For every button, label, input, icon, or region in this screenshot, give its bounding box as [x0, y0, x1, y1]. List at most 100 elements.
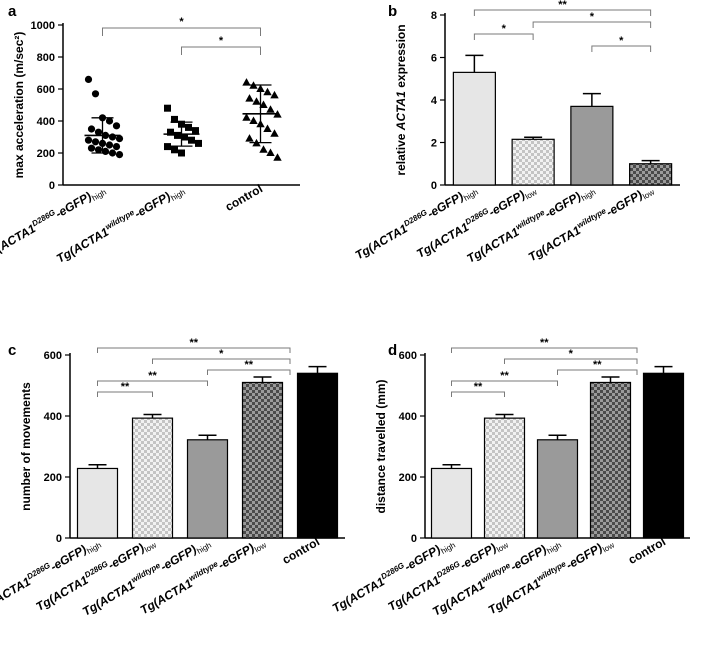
significance-label: *: [569, 348, 574, 360]
x-tick-label: control: [223, 181, 265, 213]
data-point: [91, 138, 100, 146]
data-point: [252, 97, 261, 105]
y-tick-label: 200: [44, 472, 62, 484]
significance-bracket: [152, 358, 291, 364]
significance-bracket: [451, 391, 505, 397]
data-point: [84, 75, 93, 83]
data-point: [105, 117, 114, 125]
significance-bracket: [207, 369, 291, 375]
significance-label: *: [219, 35, 224, 47]
panel-a: a 0 200 400 600 800 1000 max acceleration (m/se…: [0, 3, 300, 268]
data-point: [263, 87, 272, 96]
bar: [186, 439, 229, 539]
significance-label: *: [619, 35, 624, 47]
significance-label: *: [179, 16, 184, 28]
data-point: [164, 104, 171, 112]
y-tick-label: 600: [37, 84, 55, 96]
data-point: [266, 148, 275, 156]
significance-bracket: [591, 45, 652, 52]
y-tick-label: 800: [37, 52, 55, 64]
data-point: [273, 153, 282, 161]
significance-label: *: [590, 11, 595, 23]
significance-bracket: [557, 369, 638, 375]
data-point: [245, 134, 254, 142]
data-point: [242, 78, 251, 86]
significance-bracket: [532, 21, 652, 28]
data-point: [84, 136, 93, 144]
bar: [483, 417, 526, 539]
significance-label: **: [540, 337, 549, 349]
data-point: [94, 146, 103, 154]
data-point: [87, 125, 96, 133]
significance-bracket: [473, 33, 534, 40]
significance-label: **: [244, 359, 253, 371]
y-tick-label: 400: [399, 411, 417, 423]
y-tick-label: 400: [37, 116, 55, 128]
data-point: [245, 94, 254, 102]
y-axis-label: distance travelled (mm): [374, 379, 388, 513]
data-point: [178, 149, 185, 157]
data-point: [115, 135, 124, 143]
x-tick-label: Tg(ACTA1wildtype-eGFP)high: [54, 181, 187, 268]
panel-letter: a: [8, 3, 17, 20]
significance-label: *: [502, 23, 507, 35]
data-point: [270, 90, 279, 99]
data-point: [249, 116, 258, 124]
y-axis-label: relative ACTA1 expression: [394, 24, 408, 175]
data-point: [115, 151, 124, 159]
data-point: [108, 133, 117, 141]
bar: [131, 417, 174, 539]
significance-label: **: [500, 370, 509, 382]
significance-label: **: [593, 359, 602, 371]
bar: [511, 138, 555, 186]
y-tick-label: 0: [411, 533, 417, 545]
y-tick-label: 0: [56, 533, 62, 545]
y-tick-label: 0: [431, 180, 437, 192]
significance-label: **: [474, 381, 483, 393]
data-point: [91, 90, 100, 98]
y-tick-label: 1000: [31, 20, 55, 32]
bar: [76, 467, 119, 539]
significance-label: **: [558, 0, 567, 11]
y-tick-label: 600: [44, 350, 62, 362]
y-tick-label: 200: [399, 472, 417, 484]
significance-bracket: [504, 358, 638, 364]
bar: [536, 439, 579, 539]
data-point: [164, 143, 171, 151]
bar: [589, 381, 632, 539]
data-point: [263, 124, 272, 132]
data-point: [259, 145, 268, 153]
y-tick-label: 0: [49, 180, 55, 192]
data-point: [87, 144, 96, 152]
bar: [241, 381, 284, 539]
panel-letter: c: [8, 342, 16, 359]
significance-bracket: [97, 347, 291, 353]
significance-bracket: [451, 380, 558, 386]
y-tick-label: 6: [431, 53, 437, 65]
data-point: [112, 122, 121, 130]
bar: [570, 105, 614, 186]
data-point: [195, 139, 202, 147]
data-point: [188, 136, 195, 144]
x-tick-label: control: [626, 534, 668, 566]
bar: [629, 163, 673, 186]
significance-label: **: [148, 370, 157, 382]
panel-letter: d: [388, 342, 397, 359]
data-point: [181, 133, 188, 141]
data-point: [259, 100, 268, 108]
bar: [430, 467, 473, 539]
data-point: [270, 129, 279, 137]
data-point: [167, 128, 174, 136]
significance-bracket: [451, 347, 638, 353]
x-tick-label: Tg(ACTA1D286G-eGFP)high: [0, 181, 108, 265]
significance-label: **: [121, 381, 130, 393]
data-point: [192, 127, 199, 135]
bar: [452, 71, 496, 186]
significance-bracket: [97, 380, 208, 386]
bar: [296, 372, 339, 539]
data-point: [266, 105, 275, 113]
y-tick-label: 8: [431, 10, 437, 22]
